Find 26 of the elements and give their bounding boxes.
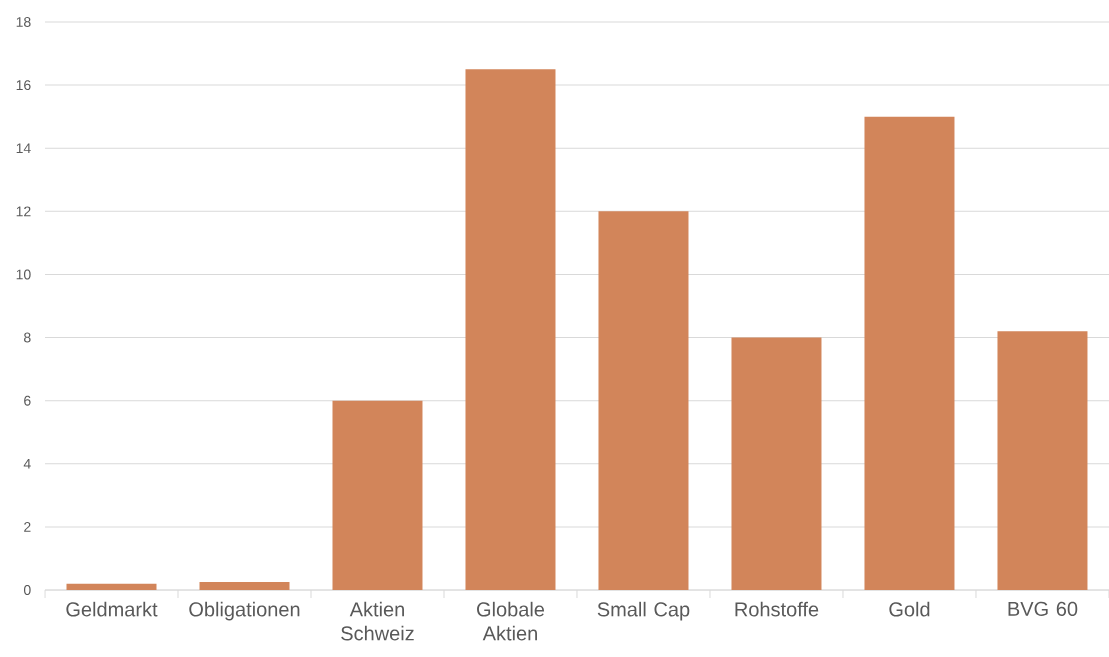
x-tick-label: BVG 60 bbox=[1008, 601, 1078, 616]
y-tick-label: 4 bbox=[23, 458, 31, 469]
y-tick-label: 6 bbox=[24, 395, 31, 406]
x-tick-label: Small Cap bbox=[597, 601, 690, 621]
bar bbox=[332, 400, 423, 590]
y-tick-label: 14 bbox=[16, 143, 31, 154]
y-tick-label: 16 bbox=[16, 80, 31, 91]
bar bbox=[598, 211, 689, 590]
bar bbox=[731, 337, 822, 590]
bar bbox=[465, 69, 556, 590]
y-tick-label: 12 bbox=[16, 206, 31, 217]
x-tick-label: Obligationen bbox=[189, 601, 300, 621]
bar bbox=[997, 331, 1088, 590]
x-tick-label: Gold bbox=[889, 601, 930, 617]
x-tick-label: Geldmarkt bbox=[66, 601, 158, 617]
bar bbox=[66, 583, 157, 590]
bar bbox=[864, 116, 955, 590]
x-tick-label: Globale Aktien bbox=[477, 601, 545, 641]
y-tick-label: 18 bbox=[16, 17, 31, 27]
y-tick-label: 2 bbox=[24, 521, 31, 532]
x-tick-label: Rohstoffe bbox=[735, 601, 819, 617]
y-tick-label: 0 bbox=[23, 585, 31, 595]
y-tick-label: 10 bbox=[16, 269, 31, 280]
bar bbox=[199, 582, 290, 590]
y-tick-label: 8 bbox=[24, 332, 31, 343]
x-tick-label: Aktien Schweiz bbox=[341, 601, 414, 641]
